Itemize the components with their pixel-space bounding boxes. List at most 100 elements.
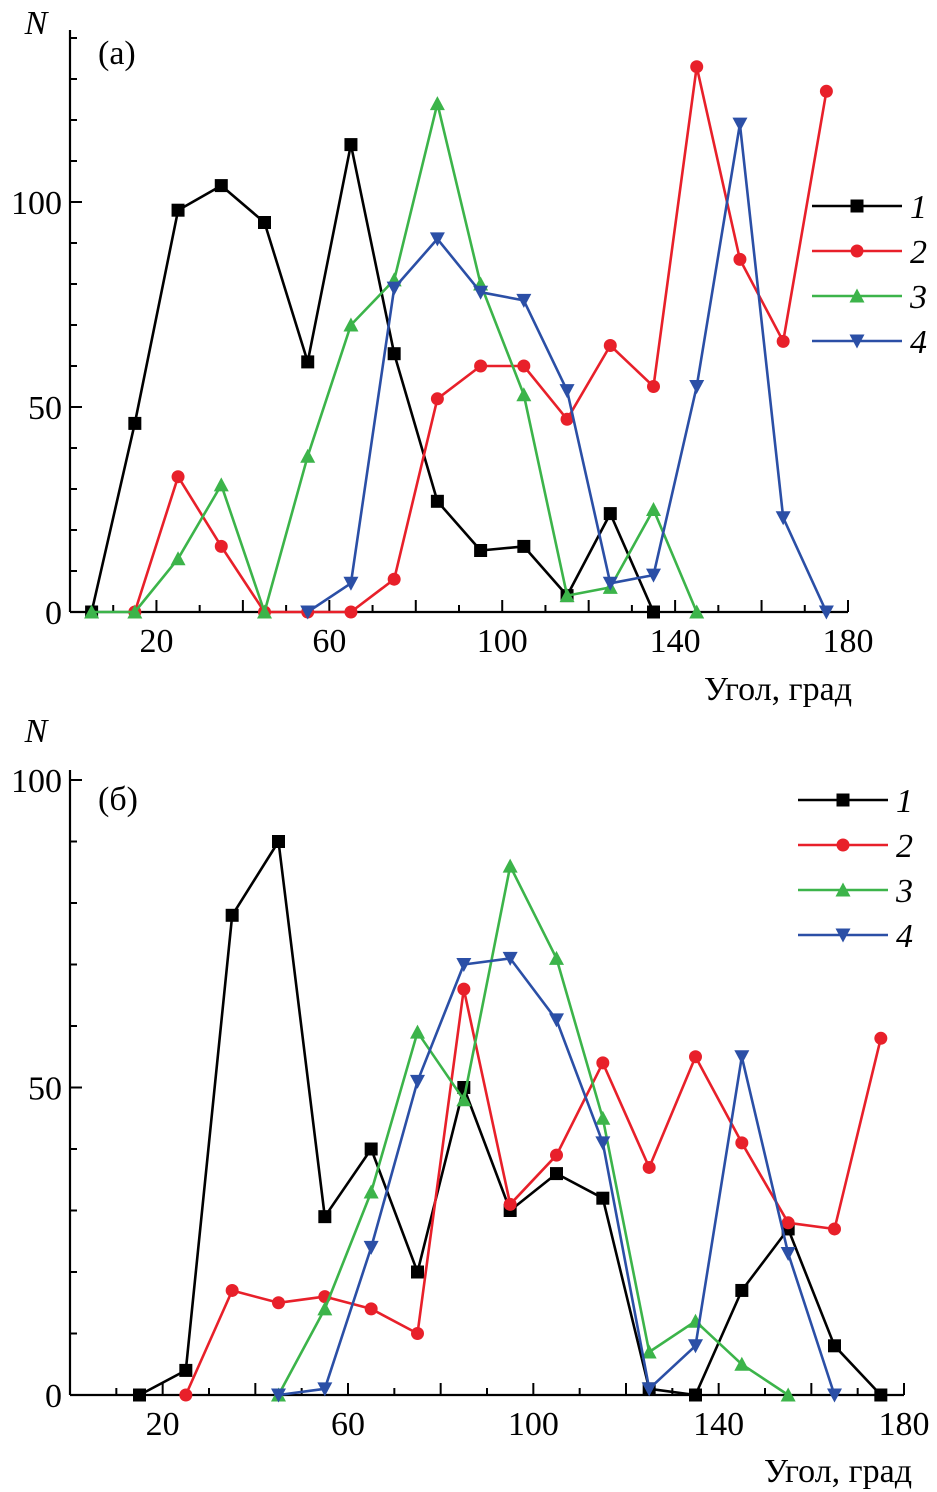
legend-marker-2 — [836, 838, 850, 852]
data-point — [560, 412, 574, 426]
x-tick-label: 20 — [139, 623, 173, 660]
data-point — [517, 539, 531, 553]
data-point — [502, 951, 518, 966]
panel-label: (а) — [98, 35, 136, 72]
data-point — [646, 568, 661, 583]
legend-label-3: 3 — [895, 873, 913, 910]
data-point — [781, 1216, 795, 1230]
data-point — [411, 1265, 424, 1279]
data-point — [596, 1056, 610, 1070]
y-tick-label: 50 — [28, 390, 62, 427]
x-tick-label: 180 — [823, 623, 874, 660]
data-point — [429, 96, 445, 111]
data-point — [456, 1092, 472, 1107]
legend-marker-2 — [850, 244, 864, 258]
series-line-1 — [138, 840, 882, 1397]
data-point — [733, 252, 747, 266]
y-tick-label: 0 — [45, 595, 62, 632]
data-point — [300, 605, 316, 620]
data-point — [688, 1339, 703, 1354]
data-point — [474, 544, 488, 557]
data-point — [301, 355, 315, 369]
data-point — [272, 835, 285, 848]
legend-marker-4 — [849, 334, 865, 349]
data-point — [642, 1160, 656, 1174]
data-point — [410, 1024, 425, 1039]
data-point — [343, 317, 359, 332]
data-point — [603, 507, 617, 521]
series-3 — [271, 858, 796, 1402]
data-point — [344, 605, 358, 619]
data-point — [387, 347, 401, 361]
data-point — [603, 339, 617, 352]
legend-label-4: 4 — [910, 324, 927, 361]
data-point — [171, 203, 185, 217]
legend-marker-1 — [850, 199, 864, 213]
legend-label-1: 1 — [896, 783, 913, 820]
data-point — [171, 470, 185, 484]
data-point — [410, 1074, 425, 1089]
chart-panel-a: 20 60 100 140 180 0 50 100 N Угол, град (а) 1 2 3 4 — [11, 5, 927, 708]
x-tick-label: 60 — [331, 1406, 365, 1443]
data-point — [827, 1388, 842, 1403]
data-point — [214, 539, 228, 553]
data-point — [641, 1382, 657, 1397]
data-point — [828, 1339, 841, 1353]
data-point — [874, 1388, 888, 1402]
data-point — [646, 502, 661, 516]
legend-marker-1 — [836, 793, 850, 807]
data-point — [429, 232, 445, 247]
data-point — [128, 416, 142, 430]
data-point — [516, 293, 532, 308]
x-tick-label: 100 — [508, 1406, 559, 1443]
series-line-3 — [277, 864, 789, 1397]
panel-label: (б) — [98, 781, 138, 818]
x-axis-title: Угол, град — [764, 1453, 912, 1490]
data-point — [344, 138, 358, 152]
data-point — [387, 572, 401, 586]
x-tick-label: 100 — [477, 623, 528, 660]
data-point — [430, 494, 444, 508]
data-point — [317, 1382, 333, 1397]
data-point — [272, 1296, 285, 1310]
legend-label-2: 2 — [896, 828, 913, 865]
data-point — [170, 551, 186, 566]
data-point — [776, 334, 790, 348]
data-point — [84, 604, 100, 619]
x-tick-label: 140 — [693, 1406, 744, 1443]
data-point — [549, 950, 564, 965]
data-point — [689, 380, 705, 394]
data-point — [271, 1388, 286, 1403]
data-point — [559, 384, 575, 399]
data-point — [689, 1050, 702, 1064]
y-axis-title: N — [24, 713, 50, 750]
data-point — [317, 1301, 333, 1316]
series-1 — [133, 835, 888, 1402]
data-point — [550, 1167, 563, 1181]
legend-label-3: 3 — [909, 279, 927, 316]
data-point — [257, 604, 272, 619]
data-point — [503, 1197, 517, 1211]
y-tick-label: 50 — [28, 1071, 62, 1108]
data-point — [780, 1387, 796, 1402]
data-point — [689, 1388, 702, 1402]
series-2 — [179, 982, 888, 1402]
data-point — [517, 359, 531, 373]
data-point — [127, 604, 143, 619]
data-point — [602, 576, 618, 591]
x-tick-label: 180 — [879, 1406, 930, 1443]
series-4 — [271, 951, 842, 1403]
legend-label-1: 1 — [910, 189, 927, 226]
data-point — [179, 1388, 193, 1402]
data-point — [641, 1344, 657, 1359]
data-point — [318, 1210, 332, 1224]
series-line-1 — [90, 143, 655, 613]
data-point — [214, 179, 228, 193]
data-point — [559, 588, 575, 603]
data-point — [735, 1283, 749, 1297]
legend-marker-4 — [835, 928, 851, 943]
data-point — [258, 216, 271, 229]
data-point — [213, 477, 229, 492]
data-point — [456, 958, 472, 972]
